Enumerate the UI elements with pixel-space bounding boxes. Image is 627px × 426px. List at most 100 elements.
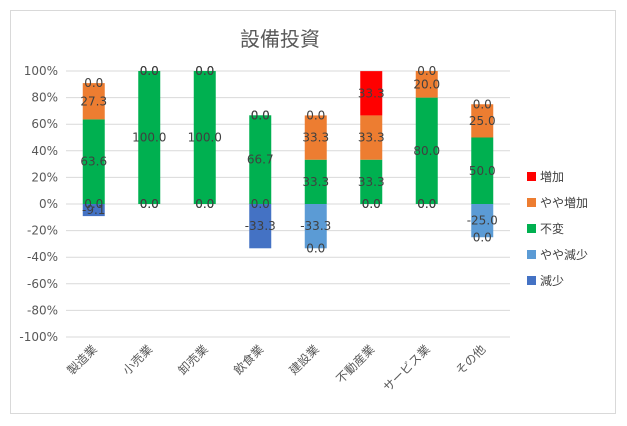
y-tick-label: -80% [27,303,58,317]
data-label: 0.0 [140,197,159,211]
bar-segment [138,71,161,204]
legend-label: やや減少 [540,247,588,262]
bar-segment [304,115,327,160]
legend-label: 減少 [540,273,564,288]
data-label: 0.0 [417,197,436,211]
data-label: -33.3 [300,219,331,233]
x-tick-label: 製造業 [65,342,100,377]
bar-segment [415,71,438,98]
y-tick-label: -20% [27,224,58,238]
data-label: 66.7 [247,153,274,167]
data-label: 0.0 [140,197,159,211]
y-axis: 100% 80% 60% 40% 20% 0% -20% -40% -60% -80% -100% [19,64,58,344]
data-label: 20.0 [413,77,440,91]
x-tick-label: 不動産業 [333,342,378,387]
gridlines [66,70,510,338]
legend-item: 増加 [527,170,564,184]
data-label: 33.3 [358,131,385,145]
y-tick-label: -40% [27,250,58,264]
y-tick-label: -100% [19,330,58,344]
data-label: 25.0 [469,114,496,128]
y-tick-label: 0% [39,197,58,211]
data-label: 0.0 [195,197,214,211]
bar-segment [415,97,438,204]
data-label: 100.0 [188,131,222,145]
y-tick-label: 60% [31,117,58,131]
data-label: 100.0 [132,131,166,145]
legend-item: 不変 [527,221,564,236]
bar-segment [471,137,494,204]
data-label: 33.3 [358,175,385,189]
data-label: 0.0 [473,230,492,244]
y-tick-label: 80% [31,91,58,105]
data-label: 50.0 [469,164,496,178]
legend-label: やや増加 [540,196,588,210]
bar-segment [193,71,216,204]
data-label: 0.0 [306,108,325,122]
bar-segment [360,115,383,160]
x-tick-label: 卸売業 [175,342,211,378]
x-tick-label: サービス業 [381,342,433,394]
y-tick-label: 40% [31,144,58,158]
data-label: 0.0 [195,197,214,211]
data-labels: 63.627.30.00.0-9.1100.00.00.00.00.0100.0… [80,64,497,255]
bar-segment [249,204,272,249]
data-label: 0.0 [473,97,492,111]
data-label: 0.0 [195,64,214,78]
data-label: 0.0 [251,108,270,122]
data-label: 0.0 [140,64,159,78]
bar-segment [249,115,272,204]
data-label: -25.0 [467,214,498,228]
bar-segment [304,204,327,249]
legend-swatch [527,224,536,233]
y-tick-label: 100% [24,64,58,78]
bar-segment [82,204,105,217]
bar-segment [360,159,383,204]
data-label: -9.1 [82,203,105,217]
legend-item: やや減少 [527,247,588,262]
data-label: 0.0 [84,76,103,90]
data-label: 27.3 [80,94,107,108]
data-label: -33.3 [245,219,276,233]
legend-swatch [527,276,536,285]
data-label: 0.0 [306,241,325,255]
legend-label: 増加 [540,170,564,184]
legend-swatch [527,198,536,207]
x-tick-label: 飲食業 [230,342,266,378]
data-label: 0.0 [362,197,381,211]
chart-title: 設備投資 [240,27,320,51]
x-tick-label: 小売業 [119,342,155,378]
legend-label: 不変 [540,221,564,236]
data-label: 0.0 [362,197,381,211]
y-tick-label: -60% [27,277,58,291]
bar-segment [471,104,494,138]
data-label: 0.0 [417,197,436,211]
x-tick-label: その他 [453,342,488,377]
data-label: 0.0 [251,108,270,122]
data-label: 80.0 [413,144,440,158]
data-label: 0.0 [195,64,214,78]
x-axis: 製造業 小売業 卸売業 飲食業 建設業 不動産業 サービス業 その他 [65,342,489,395]
x-tick-label: 建設業 [286,342,322,378]
bar-segment [82,83,105,120]
data-label: 0.0 [417,64,436,78]
data-label: 33.3 [302,131,329,145]
data-label: 0.0 [140,64,159,78]
legend-item: やや増加 [527,196,588,210]
bar-segment [360,71,383,116]
data-label: 0.0 [251,197,270,211]
data-label: 33.3 [358,86,385,100]
data-label: 0.0 [84,197,103,211]
legend-item: 減少 [527,273,564,288]
y-tick-label: 20% [31,170,58,184]
legend-swatch [527,250,536,259]
bar-segment [471,204,494,238]
data-label: 63.6 [80,155,107,169]
legend-swatch [527,172,536,181]
bars [82,71,494,249]
data-label: 33.3 [302,175,329,189]
bar-segment [304,159,327,204]
bar-segment [82,119,105,204]
